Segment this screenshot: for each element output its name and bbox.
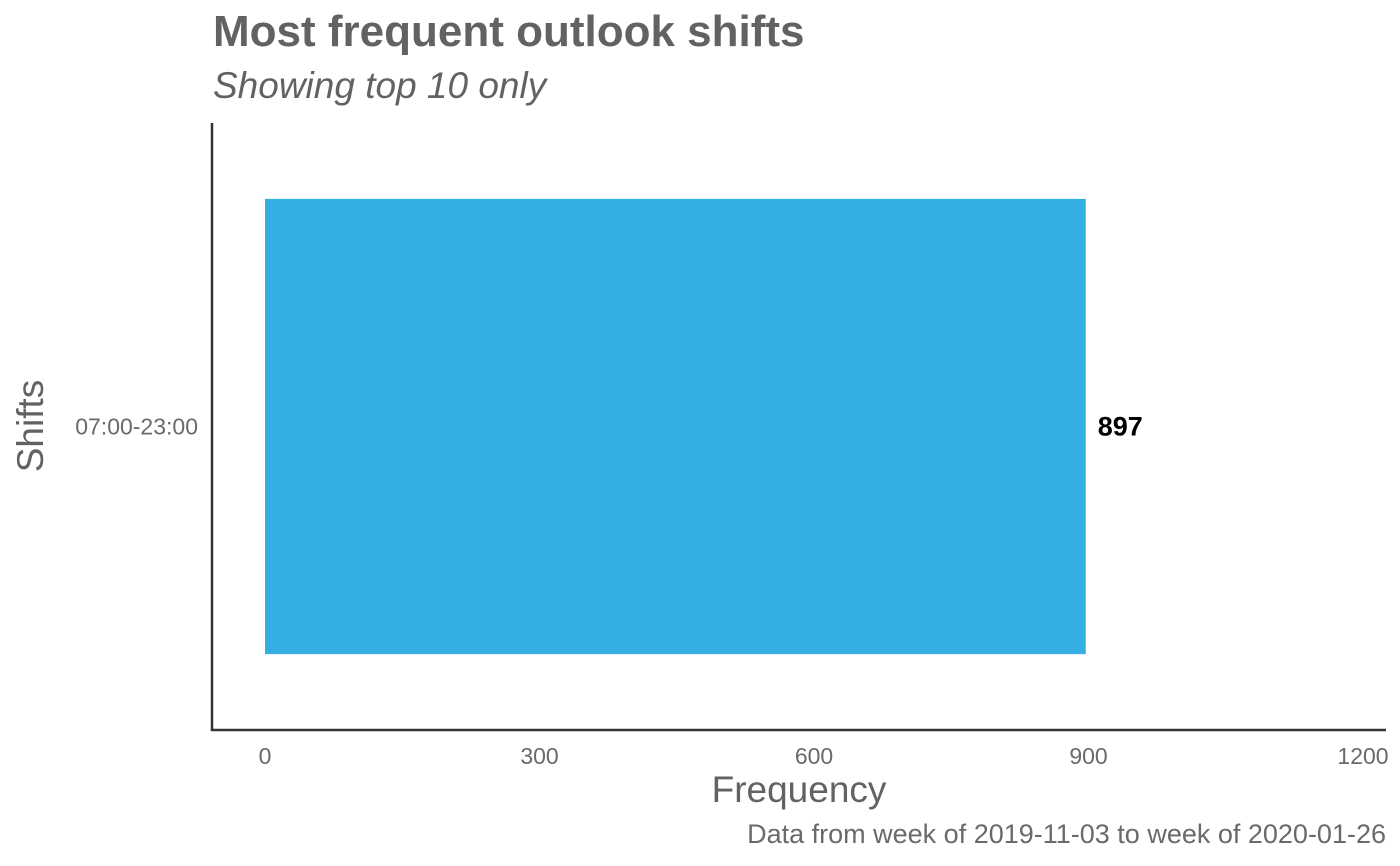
chart-title: Most frequent outlook shifts	[213, 7, 805, 56]
x-tick-label: 0	[259, 743, 272, 769]
chart-marks: 897	[265, 198, 1143, 655]
x-tick-label: 1200	[1337, 743, 1388, 769]
chart-caption: Data from week of 2019-11-03 to week of …	[747, 819, 1386, 849]
bar-value-label: 897	[1098, 412, 1143, 442]
y-tick-label: 07:00-23:00	[75, 414, 198, 440]
y-axis-ticks: 07:00-23:00	[75, 414, 198, 440]
x-tick-label: 900	[1069, 743, 1107, 769]
x-tick-label: 600	[795, 743, 833, 769]
bar	[265, 198, 1086, 655]
chart-subtitle: Showing top 10 only	[213, 65, 547, 106]
x-axis-title: Frequency	[712, 769, 887, 810]
x-axis-ticks: 0 300 600 900 1200	[259, 743, 1389, 769]
y-axis-title: Shifts	[10, 380, 51, 473]
x-tick-label: 300	[520, 743, 558, 769]
